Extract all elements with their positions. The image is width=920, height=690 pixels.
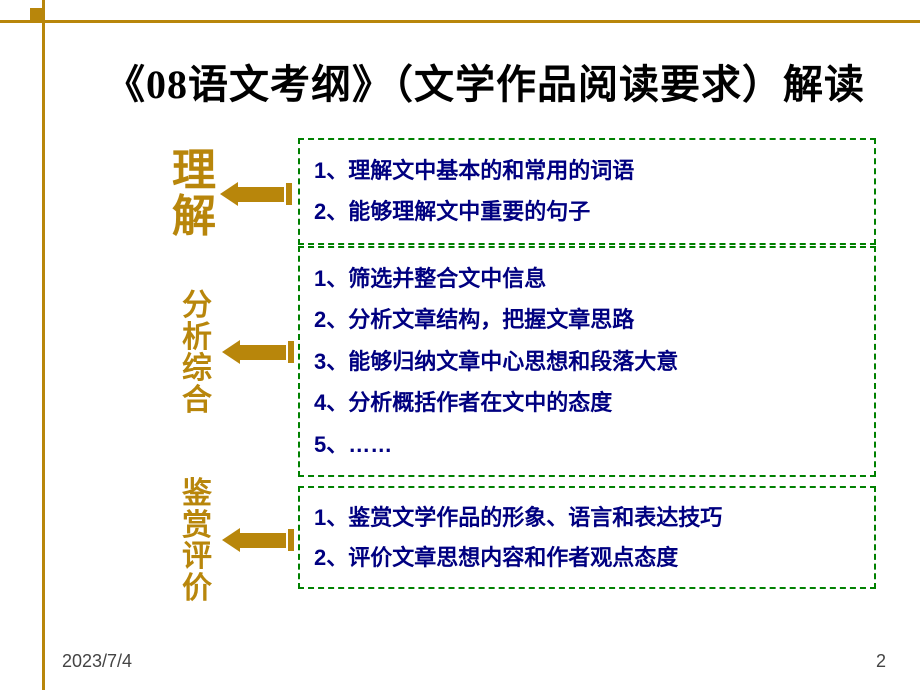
list-item: 4、分析概括作者在文中的态度 (314, 384, 860, 421)
arrow-cap (286, 183, 292, 205)
category-char: 赏 (182, 510, 212, 542)
arrow-body (240, 533, 288, 548)
content-box-1: 1、理解文中基本的和常用的词语 2、能够理解文中重要的句子 (298, 138, 876, 245)
category-char: 分 (182, 290, 212, 322)
category-char: 解 (172, 194, 216, 240)
arrow-head (222, 528, 240, 552)
arrow-cap (288, 341, 294, 363)
category-char: 析 (182, 322, 212, 354)
content-box-2: 1、筛选并整合文中信息 2、分析文章结构，把握文章思路 3、能够归纳文章中心思想… (298, 246, 876, 477)
category-label-2: 分 析 综 合 (182, 290, 212, 416)
list-item: 2、能够理解文中重要的句子 (314, 193, 860, 230)
arrow-body (240, 345, 288, 360)
category-char: 综 (182, 353, 212, 385)
category-char: 合 (182, 385, 212, 417)
list-item: 1、筛选并整合文中信息 (314, 260, 860, 297)
slide-title: 《08语文考纲》（文学作品阅读要求）解读 (70, 52, 900, 110)
list-item: 1、鉴赏文学作品的形象、语言和表达技巧 (314, 500, 860, 536)
arrow-head (220, 182, 238, 206)
arrow-icon (222, 340, 294, 364)
arrow-head (222, 340, 240, 364)
list-item: 1、理解文中基本的和常用的词语 (314, 152, 860, 189)
list-item: 3、能够归纳文章中心思想和段落大意 (314, 343, 860, 380)
footer-page-number: 2 (876, 651, 886, 672)
category-char: 理 (172, 148, 216, 194)
category-char: 价 (182, 573, 212, 605)
arrow-icon (222, 528, 294, 552)
category-char: 评 (182, 541, 212, 573)
frame-top-line (0, 20, 920, 23)
footer-date: 2023/7/4 (62, 651, 132, 672)
arrow-body (238, 187, 286, 202)
category-label-1: 理 解 (172, 148, 216, 240)
category-label-3: 鉴 赏 评 价 (182, 478, 212, 604)
arrow-icon (220, 182, 292, 206)
list-item: 5、…… (314, 426, 860, 463)
frame-corner-box (30, 8, 44, 22)
list-item: 2、分析文章结构，把握文章思路 (314, 301, 860, 338)
category-char: 鉴 (182, 478, 212, 510)
list-item: 2、评价文章思想内容和作者观点态度 (314, 540, 860, 576)
frame-left-line (42, 0, 45, 690)
content-box-3: 1、鉴赏文学作品的形象、语言和表达技巧 2、评价文章思想内容和作者观点态度 (298, 486, 876, 589)
arrow-cap (288, 529, 294, 551)
